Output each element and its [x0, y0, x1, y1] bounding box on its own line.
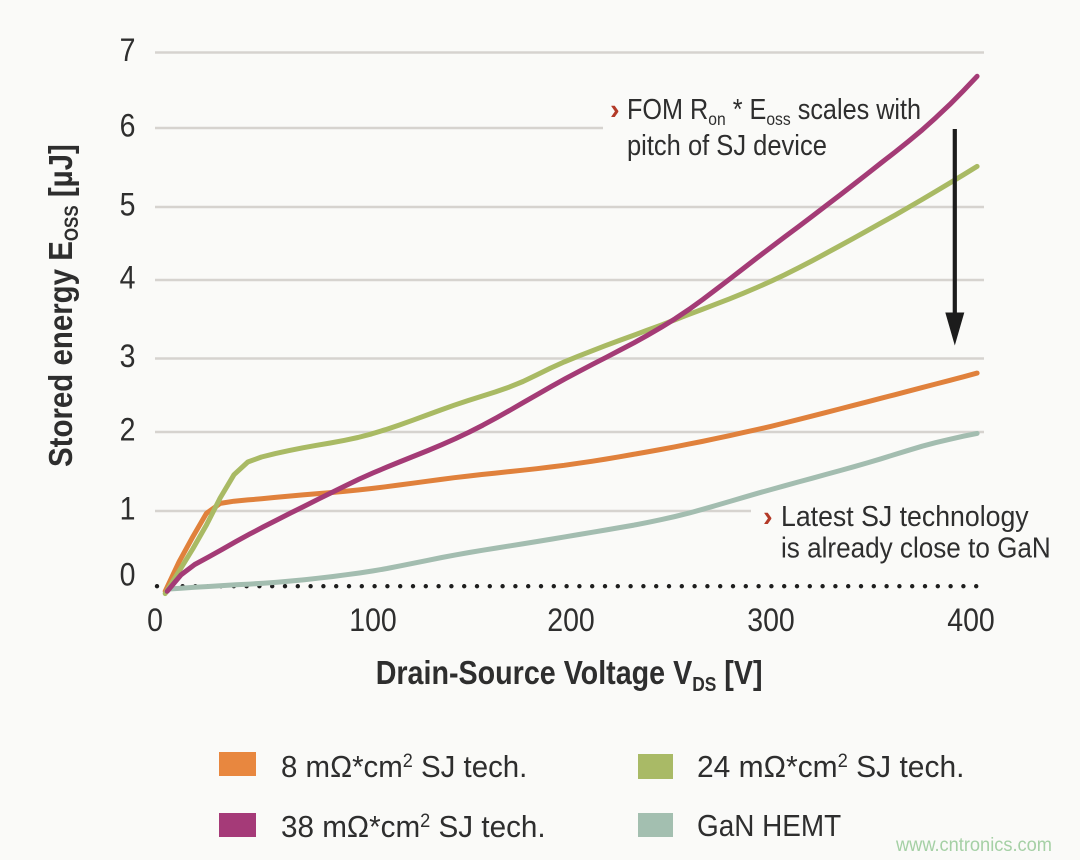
svg-text:1: 1	[120, 492, 136, 527]
svg-text:7: 7	[120, 34, 136, 69]
svg-text:www.cntronics.com: www.cntronics.com	[895, 834, 1052, 855]
svg-text:400: 400	[947, 604, 995, 639]
svg-text:4: 4	[120, 261, 136, 296]
svg-text:38 mΩ*cm2 SJ tech.: 38 mΩ*cm2 SJ tech.	[281, 810, 546, 845]
svg-text:0: 0	[120, 558, 136, 593]
svg-text:300: 300	[747, 604, 795, 639]
svg-text:Stored energy EOSS [µJ]: Stored energy EOSS [µJ]	[42, 144, 82, 467]
svg-text:3: 3	[120, 340, 136, 375]
svg-text:GaN HEMT: GaN HEMT	[697, 809, 841, 844]
svg-text:2: 2	[120, 413, 136, 448]
svg-text:pitch of SJ device: pitch of SJ device	[627, 128, 827, 161]
svg-text:6: 6	[120, 109, 136, 144]
svg-text:›: ›	[610, 94, 620, 126]
svg-text:8 mΩ*cm2 SJ tech.: 8 mΩ*cm2 SJ tech.	[281, 750, 527, 785]
svg-text:100: 100	[349, 604, 397, 639]
svg-text:›: ›	[763, 501, 773, 533]
svg-text:is already close to GaN: is already close to GaN	[781, 531, 1051, 564]
svg-text:5: 5	[120, 188, 136, 223]
svg-text:0: 0	[147, 604, 163, 639]
svg-text:24 mΩ*cm2 SJ tech.: 24 mΩ*cm2 SJ tech.	[697, 750, 964, 785]
svg-text:Latest SJ technology: Latest SJ technology	[781, 500, 1029, 532]
svg-text:200: 200	[547, 604, 595, 639]
